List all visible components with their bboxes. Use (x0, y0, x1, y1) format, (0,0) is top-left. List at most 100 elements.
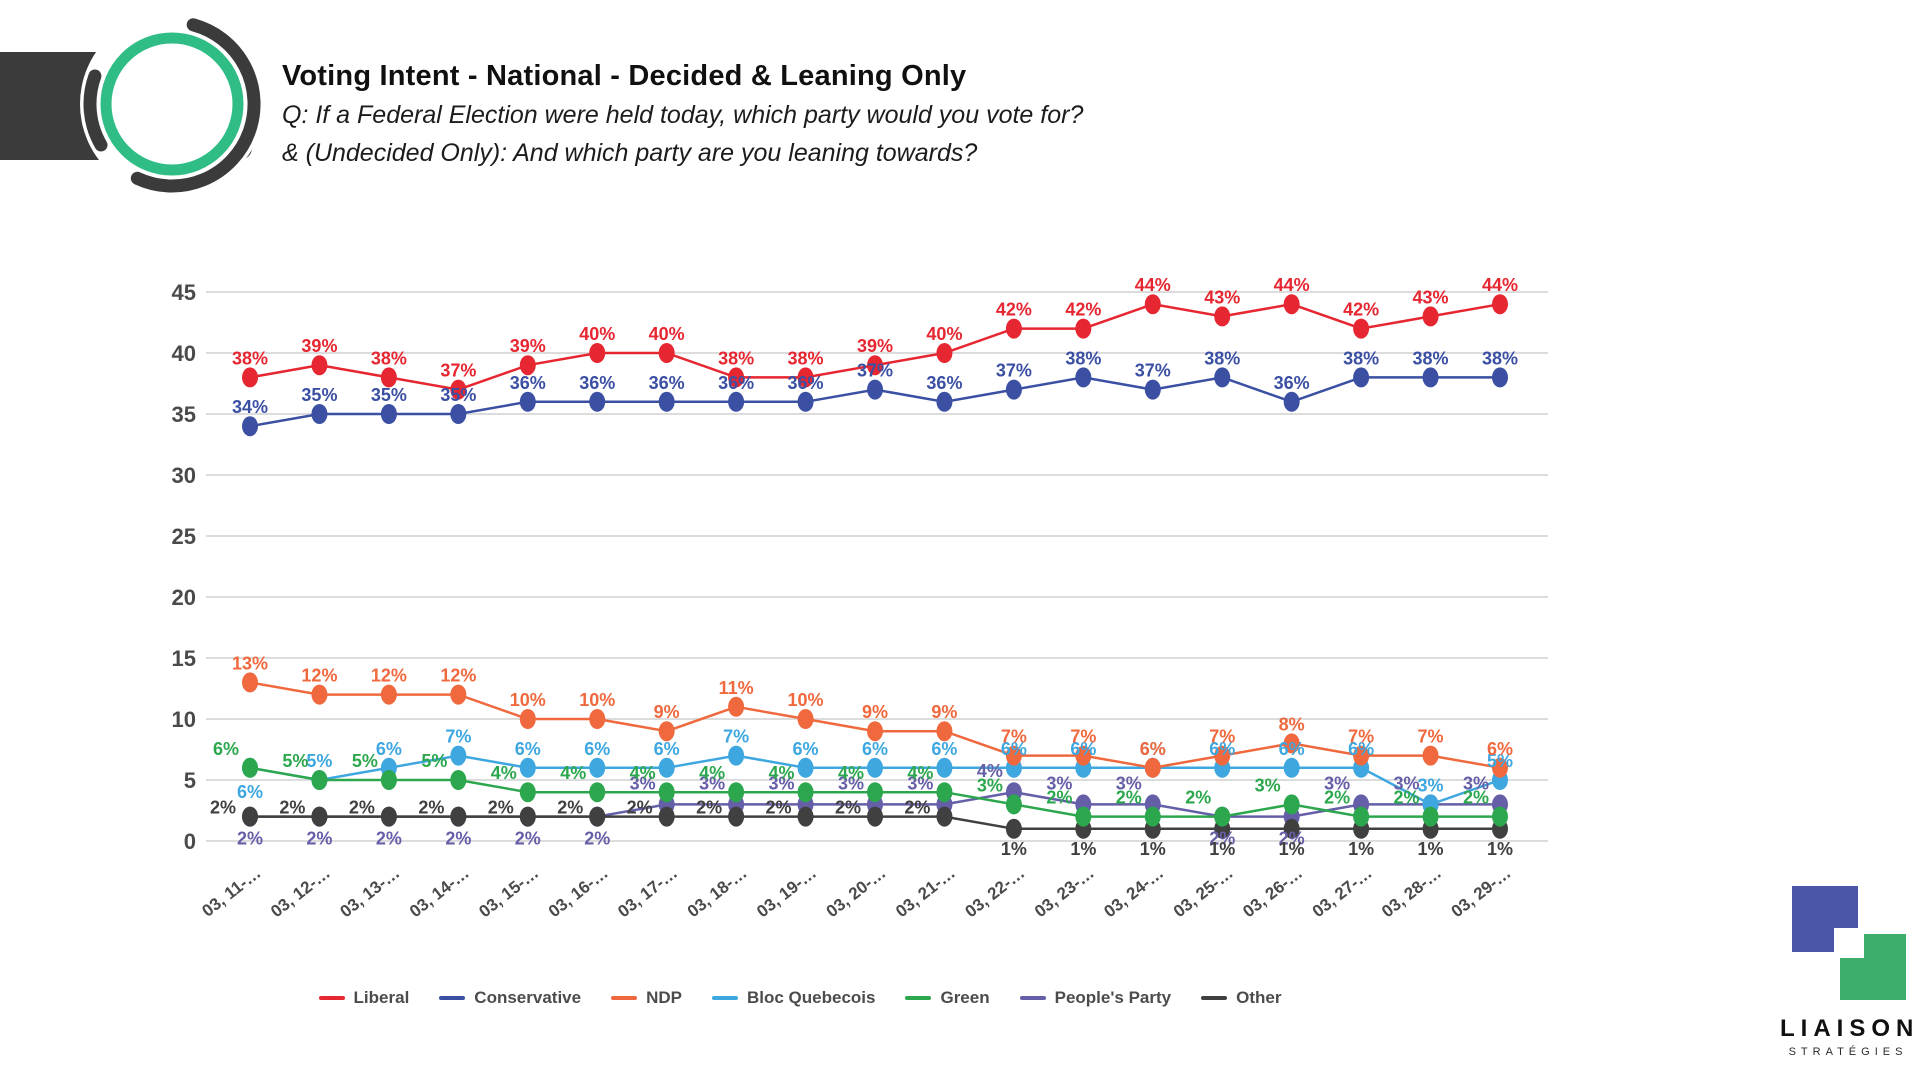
data-point-marker (519, 782, 536, 803)
data-point-value-label: 3% (769, 773, 795, 793)
data-point-value-label: 1% (1348, 839, 1374, 859)
data-point-marker (797, 757, 814, 778)
data-point-value-label: 6% (237, 782, 263, 802)
data-point-marker (450, 806, 467, 827)
data-point-value-label: 10% (579, 690, 615, 710)
data-point-value-label: 6% (793, 739, 819, 759)
data-point-value-label: 3% (630, 773, 656, 793)
legend-item-green: Green (905, 988, 990, 1008)
x-axis-tick-label: 03, 27-… (1309, 863, 1376, 921)
data-point-marker (1283, 818, 1300, 839)
data-point-value-label: 6% (1070, 739, 1096, 759)
data-point-value-label: 3% (1255, 775, 1281, 795)
data-point-value-label: 38% (232, 348, 268, 368)
legend-label: People's Party (1054, 988, 1172, 1007)
legend-color-dash (439, 996, 466, 1000)
data-point-marker (1353, 318, 1370, 339)
data-point-value-label: 44% (1274, 275, 1310, 295)
data-point-marker (450, 745, 467, 766)
data-point-marker (658, 391, 675, 412)
data-point-value-label: 5% (352, 751, 378, 771)
y-axis-tick-label: 15 (172, 646, 196, 671)
data-point-marker (589, 391, 606, 412)
data-point-marker (589, 343, 606, 363)
data-point-marker (1353, 367, 1370, 388)
data-point-marker (311, 806, 328, 827)
data-point-value-label: 38% (1204, 348, 1240, 368)
data-point-marker (1214, 306, 1231, 327)
x-axis-tick-label: 03, 20-… (823, 863, 890, 921)
x-axis-tick-label: 03, 29-… (1448, 863, 1515, 921)
data-point-value-label: 39% (301, 336, 337, 356)
logo-dark-ring-arc (130, 18, 261, 193)
data-point-marker (519, 355, 536, 376)
data-point-marker (1005, 379, 1022, 400)
data-point-value-label: 8% (1279, 714, 1305, 734)
data-point-marker (1492, 806, 1508, 827)
data-point-marker (936, 806, 953, 827)
data-point-marker (658, 782, 675, 803)
data-point-value-label: 44% (1482, 275, 1518, 295)
data-point-value-label: 37% (996, 361, 1032, 381)
data-point-marker (728, 391, 745, 412)
data-point-marker (589, 782, 606, 803)
legend-label: Bloc Quebecois (746, 988, 876, 1007)
data-point-value-label: 2% (349, 798, 375, 818)
data-point-value-label: 9% (654, 702, 680, 722)
data-point-value-label: 2% (515, 829, 541, 849)
data-point-value-label: 35% (301, 385, 337, 405)
legend-item-people-s-party: People's Party (1019, 988, 1172, 1008)
data-point-marker (242, 757, 258, 778)
data-point-value-label: 36% (788, 373, 824, 393)
data-point-value-label: 7% (1209, 727, 1235, 747)
data-point-value-label: 3% (1463, 773, 1489, 793)
legend-item-conservative: Conservative (439, 988, 581, 1008)
data-point-value-label: 5% (1487, 751, 1513, 771)
data-point-marker (1005, 794, 1022, 815)
data-point-value-label: 4% (560, 763, 586, 783)
data-point-value-label: 40% (926, 324, 962, 344)
data-point-marker (311, 355, 328, 376)
data-point-value-label: 3% (1394, 773, 1420, 793)
legend-item-bloc-quebecois: Bloc Quebecois (711, 988, 876, 1008)
data-point-value-label: 37% (1135, 361, 1171, 381)
data-point-marker (1144, 379, 1161, 400)
y-axis-tick-label: 30 (172, 463, 196, 488)
x-axis-tick-label: 03, 21-… (892, 863, 959, 921)
logo-dark-ring-arc-2 (83, 69, 108, 152)
data-point-marker (867, 721, 883, 742)
data-point-value-label: 7% (1418, 727, 1444, 747)
data-point-value-label: 6% (213, 739, 239, 759)
data-point-value-label: 2% (306, 829, 332, 849)
brand-squares-mark (1792, 886, 1906, 1000)
data-point-marker (867, 806, 883, 827)
data-point-marker (1214, 806, 1231, 827)
x-axis-tick-label: 03, 18-… (684, 863, 751, 921)
legend-color-dash (711, 996, 738, 1000)
legend-color-dash (318, 996, 345, 1000)
data-point-value-label: 2% (766, 798, 792, 818)
data-point-marker (936, 782, 953, 803)
x-axis-tick-label: 03, 25-… (1170, 863, 1237, 921)
legend-item-liberal: Liberal (318, 988, 409, 1008)
data-point-marker (936, 391, 953, 412)
data-point-marker (1075, 745, 1092, 766)
data-point-marker (797, 367, 814, 388)
data-point-value-label: 36% (718, 373, 754, 393)
data-point-value-label: 6% (1279, 739, 1305, 759)
data-point-value-label: 42% (1065, 300, 1101, 320)
x-axis-tick-label: 03, 14-… (406, 863, 473, 921)
data-point-value-label: 2% (1394, 788, 1420, 808)
data-point-marker (1422, 367, 1439, 388)
data-point-value-label: 42% (996, 300, 1032, 320)
legend-color-dash (905, 996, 932, 1000)
data-point-value-label: 2% (1046, 788, 1072, 808)
data-point-value-label: 6% (1487, 739, 1513, 759)
data-point-value-label: 6% (654, 739, 680, 759)
data-point-value-label: 3% (1418, 775, 1444, 795)
x-axis-tick-label: 03, 15-… (475, 863, 542, 921)
data-point-value-label: 2% (376, 829, 402, 849)
data-point-value-label: 6% (376, 739, 402, 759)
data-point-value-label: 1% (1140, 839, 1166, 859)
data-point-marker (1422, 745, 1439, 766)
